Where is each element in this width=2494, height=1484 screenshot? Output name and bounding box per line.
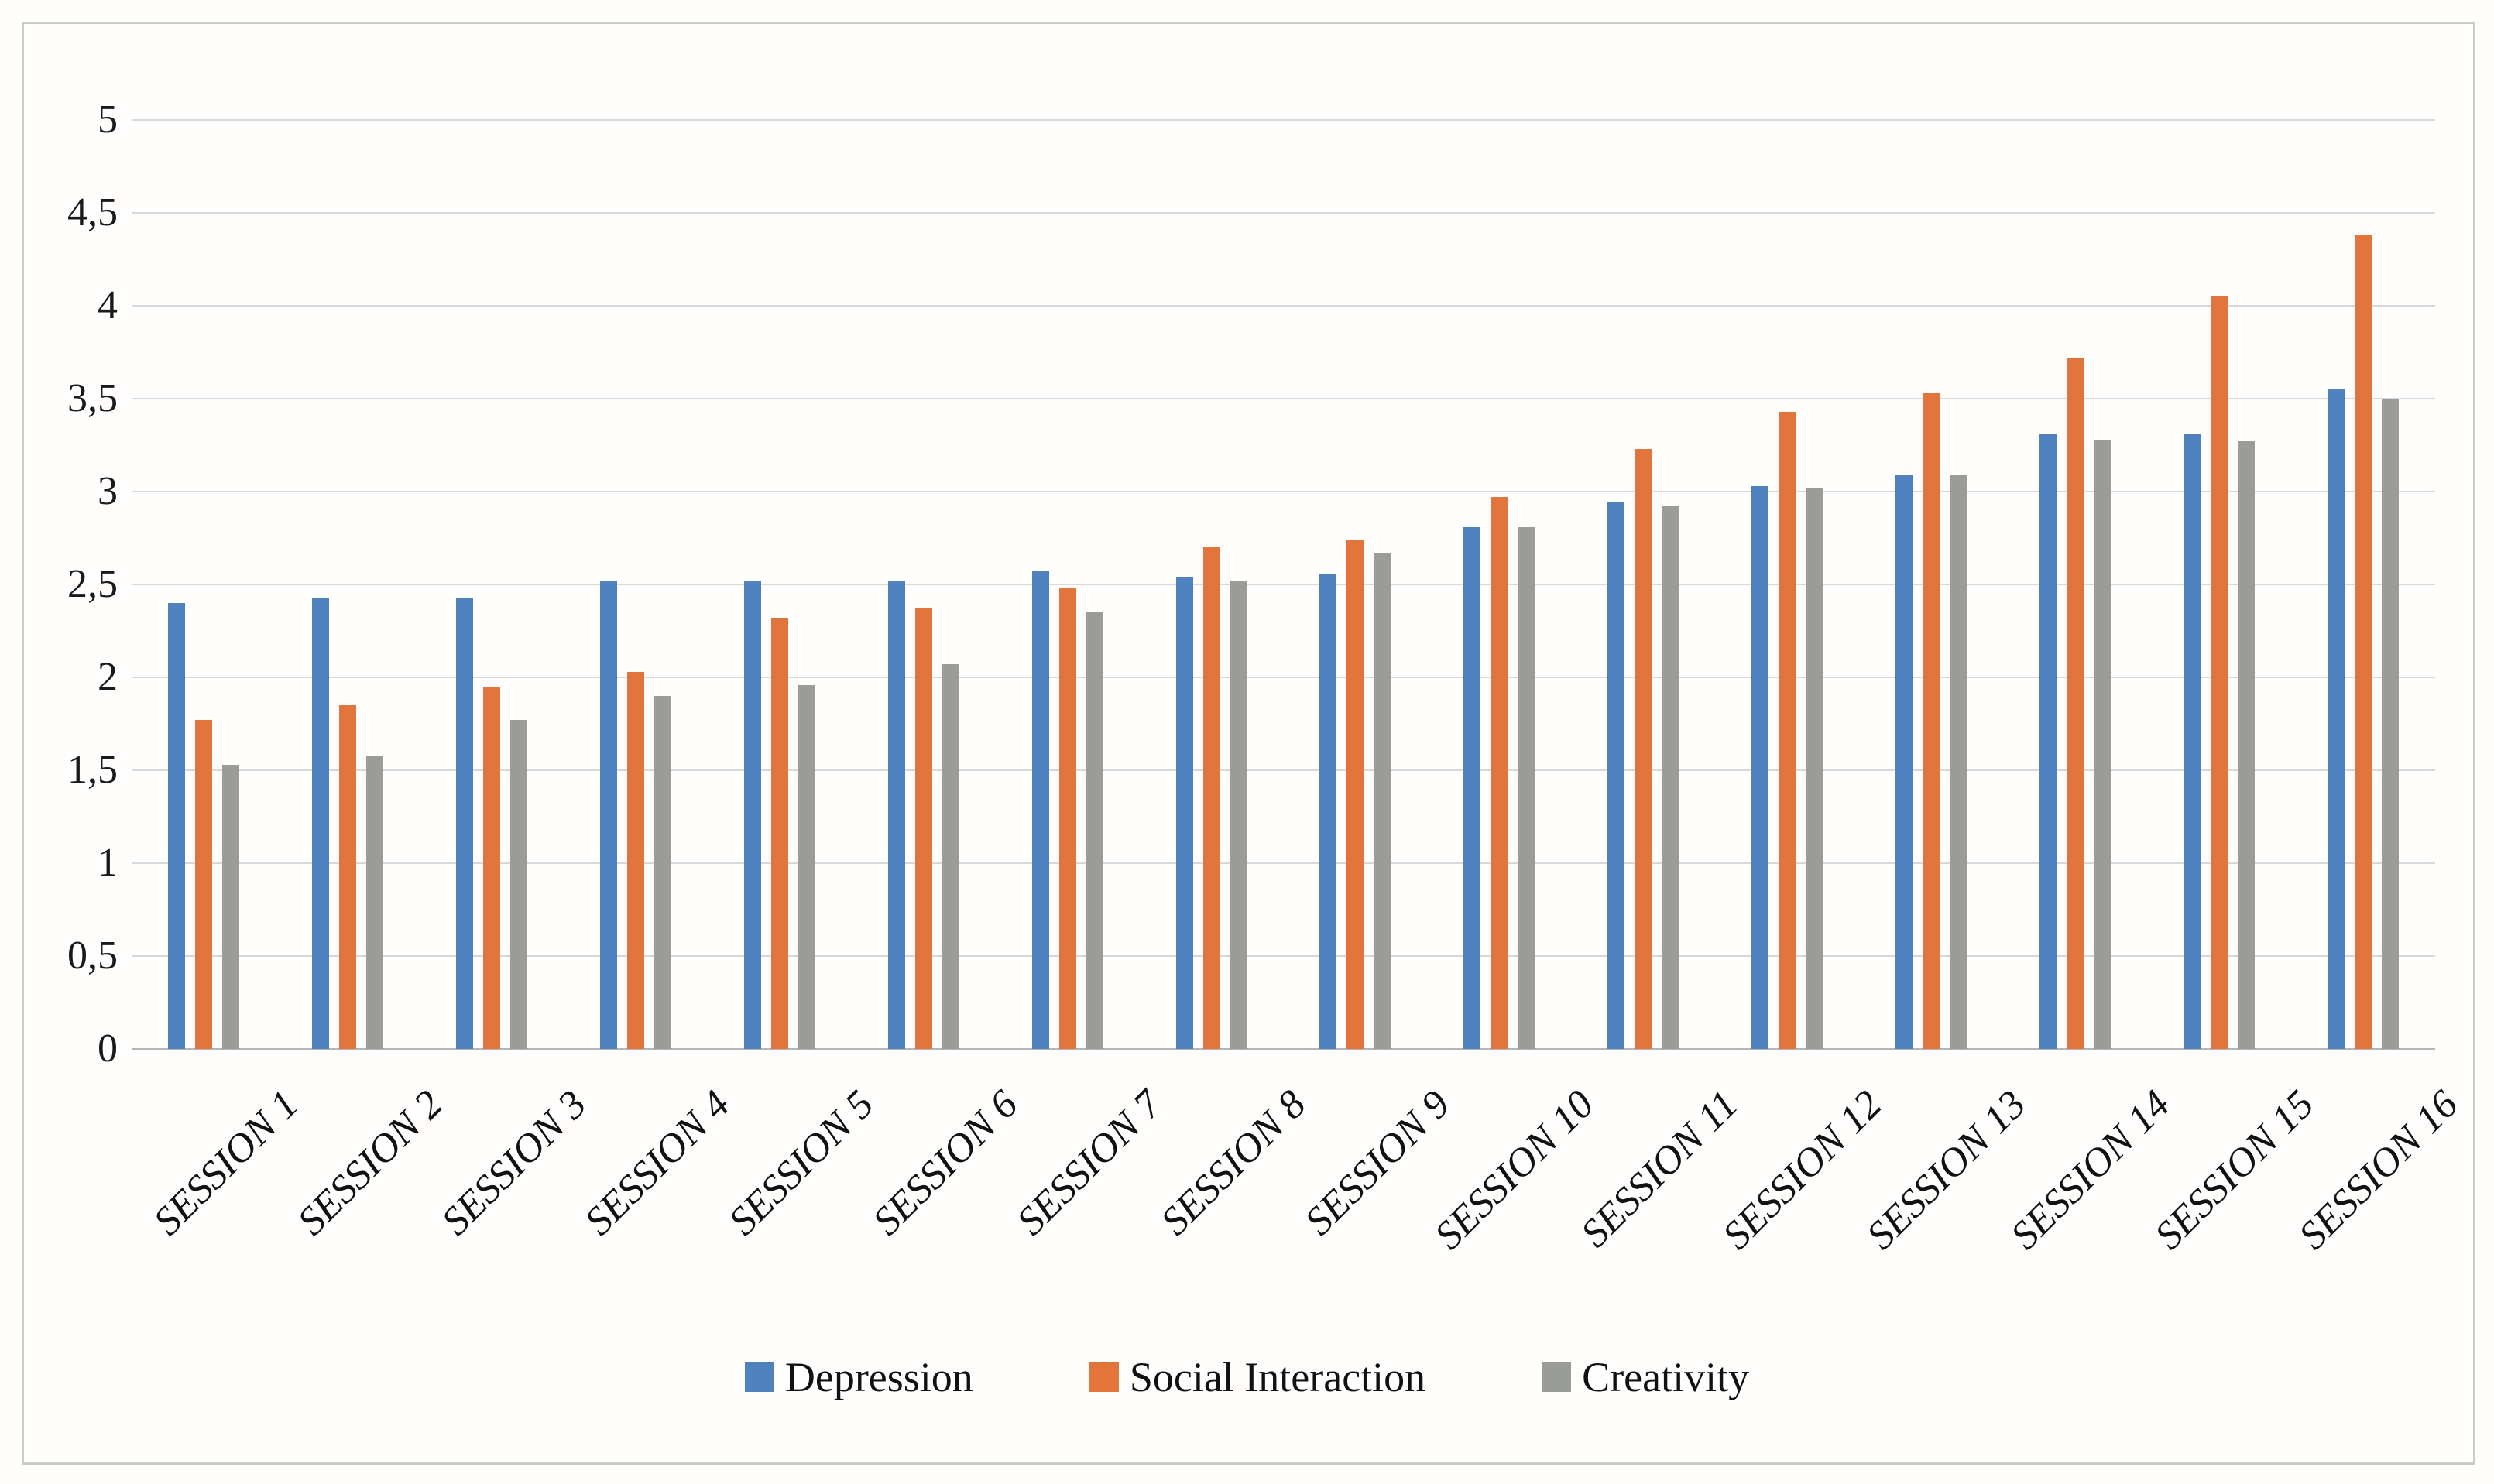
bar-group xyxy=(1427,497,1571,1049)
legend: Depression Social Interaction Creativity xyxy=(0,1356,2494,1398)
gridline xyxy=(132,119,2435,121)
bar-group xyxy=(1571,449,1715,1049)
depression-color-swatch-icon xyxy=(744,1362,774,1392)
gridline xyxy=(132,955,2435,957)
y-axis-tick-label: 1,5 xyxy=(67,748,118,792)
bar-creativity-session-12 xyxy=(1806,488,1823,1049)
bar-social-interaction-session-6 xyxy=(914,608,932,1049)
bar-group xyxy=(2147,296,2291,1049)
bar-group xyxy=(1140,547,1284,1049)
bar-creativity-session-5 xyxy=(798,685,815,1049)
gridline xyxy=(132,862,2435,864)
plot-area xyxy=(132,119,2435,1050)
creativity-color-swatch-icon xyxy=(1542,1362,1572,1392)
bar-creativity-session-14 xyxy=(2094,440,2111,1049)
bar-social-interaction-session-4 xyxy=(626,672,644,1049)
gridline xyxy=(132,584,2435,585)
bar-creativity-session-11 xyxy=(1662,506,1679,1049)
bar-social-interaction-session-7 xyxy=(1058,588,1076,1049)
gridline xyxy=(132,677,2435,678)
bar-social-interaction-session-2 xyxy=(338,705,356,1049)
x-axis-line xyxy=(132,1048,2435,1050)
bar-group xyxy=(1715,412,1859,1049)
bar-creativity-session-15 xyxy=(2238,441,2256,1049)
bar-group xyxy=(2003,358,2147,1049)
bar-group xyxy=(852,581,996,1049)
y-axis-tick-label: 0 xyxy=(98,1026,118,1071)
bar-creativity-session-8 xyxy=(1230,581,1247,1049)
gridline xyxy=(132,305,2435,307)
bar-depression-session-14 xyxy=(2039,434,2057,1049)
bar-group xyxy=(420,598,564,1049)
y-axis-tick-label: 3 xyxy=(98,469,118,513)
gridline xyxy=(132,769,2435,771)
bar-group xyxy=(708,581,852,1049)
legend-item-creativity: Creativity xyxy=(1542,1356,1749,1398)
gridline xyxy=(132,491,2435,492)
bar-social-interaction-session-1 xyxy=(194,720,212,1049)
bar-social-interaction-session-13 xyxy=(1923,393,1940,1049)
bar-social-interaction-session-5 xyxy=(770,618,788,1049)
bar-depression-session-7 xyxy=(1031,571,1049,1049)
bar-depression-session-16 xyxy=(2328,389,2345,1049)
bar-depression-session-15 xyxy=(2184,434,2201,1049)
bar-depression-session-12 xyxy=(1751,486,1769,1049)
legend-label-social-interaction: Social Interaction xyxy=(1129,1354,1426,1400)
bar-social-interaction-session-14 xyxy=(2067,358,2084,1049)
bar-social-interaction-session-11 xyxy=(1635,449,1652,1049)
social-interaction-color-swatch-icon xyxy=(1089,1362,1119,1392)
bar-social-interaction-session-16 xyxy=(2355,235,2372,1049)
bar-group xyxy=(1284,540,1428,1049)
bar-social-interaction-session-15 xyxy=(2211,296,2228,1049)
y-axis-tick-label: 4,5 xyxy=(67,190,118,235)
y-axis-tick-label: 5 xyxy=(98,98,118,142)
y-axis-tick-label: 3,5 xyxy=(67,376,118,420)
y-axis-tick-label: 0,5 xyxy=(67,934,118,978)
bar-creativity-session-13 xyxy=(1950,475,1967,1049)
legend-item-social-interaction: Social Interaction xyxy=(1089,1356,1425,1398)
bar-depression-session-1 xyxy=(167,603,185,1049)
y-axis-tick-label: 4 xyxy=(98,283,118,327)
chart-outer-border xyxy=(22,22,2475,1465)
bar-creativity-session-6 xyxy=(942,664,959,1049)
bar-creativity-session-3 xyxy=(509,720,527,1049)
bar-social-interaction-session-3 xyxy=(482,687,500,1049)
bar-depression-session-9 xyxy=(1319,574,1337,1049)
gridline xyxy=(132,398,2435,399)
bar-group xyxy=(132,603,276,1049)
bar-creativity-session-1 xyxy=(221,765,239,1049)
bar-depression-session-2 xyxy=(311,598,329,1049)
bar-group xyxy=(2291,235,2435,1049)
bar-depression-session-5 xyxy=(743,581,761,1049)
bar-social-interaction-session-9 xyxy=(1346,540,1364,1049)
bar-social-interaction-session-12 xyxy=(1779,412,1796,1049)
bar-depression-session-3 xyxy=(455,598,473,1049)
bar-depression-session-8 xyxy=(1175,577,1193,1049)
bar-creativity-session-16 xyxy=(2382,399,2400,1049)
gridline xyxy=(132,212,2435,214)
bar-group xyxy=(1859,393,2003,1049)
y-axis-tick-label: 2 xyxy=(98,655,118,699)
legend-item-depression: Depression xyxy=(744,1354,973,1400)
bar-creativity-session-9 xyxy=(1374,553,1391,1049)
bar-depression-session-10 xyxy=(1463,527,1481,1049)
y-axis-tick-label: 2,5 xyxy=(67,562,118,606)
bar-depression-session-13 xyxy=(1895,475,1913,1049)
bar-group xyxy=(996,571,1140,1049)
bar-depression-session-4 xyxy=(599,581,617,1049)
bar-creativity-session-7 xyxy=(1086,612,1103,1049)
bar-social-interaction-session-8 xyxy=(1202,547,1220,1049)
bar-creativity-session-4 xyxy=(654,696,671,1049)
bar-social-interaction-session-10 xyxy=(1491,497,1508,1049)
bar-depression-session-11 xyxy=(1607,502,1625,1049)
y-axis-tick-label: 1 xyxy=(98,841,118,885)
legend-label-depression: Depression xyxy=(784,1354,973,1400)
bar-creativity-session-2 xyxy=(365,756,383,1049)
legend-label-creativity: Creativity xyxy=(1582,1354,1750,1400)
bar-depression-session-6 xyxy=(887,581,905,1049)
bar-group xyxy=(276,598,420,1049)
bar-group xyxy=(564,581,708,1049)
bar-creativity-session-10 xyxy=(1518,527,1535,1049)
